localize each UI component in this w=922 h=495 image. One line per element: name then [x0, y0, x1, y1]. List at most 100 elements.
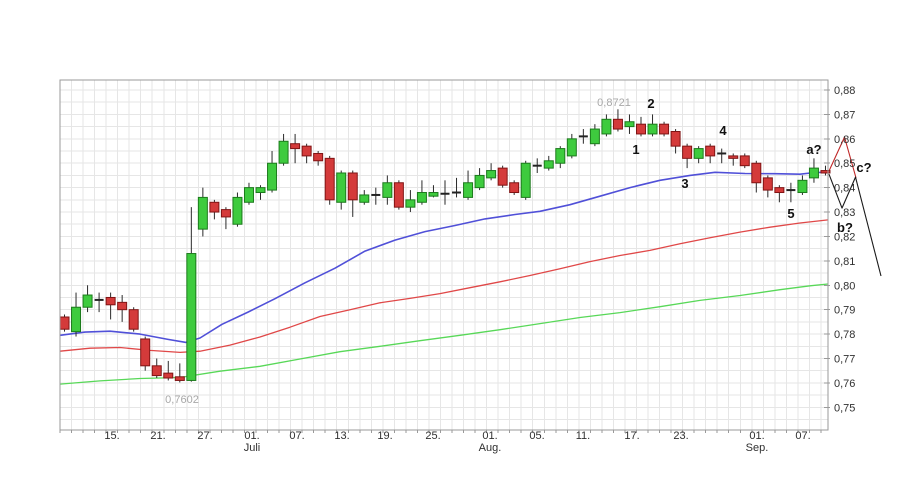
date-tick-label: 01.	[749, 430, 764, 442]
price-tick-label: 0,82	[834, 231, 855, 243]
candle	[797, 175, 808, 195]
candle	[474, 168, 485, 191]
wave-label-b: b?	[837, 220, 853, 235]
candle	[105, 292, 116, 320]
candle	[59, 314, 70, 332]
candle	[267, 151, 278, 193]
candle	[578, 129, 588, 144]
candlestick-series	[59, 109, 831, 383]
date-tick-label: 19.	[377, 430, 392, 442]
price-tick-label: 0,77	[834, 353, 855, 365]
candle	[324, 155, 335, 205]
candle	[140, 336, 151, 371]
date-tick-label: 17.	[624, 430, 639, 442]
month-label: Sep.	[746, 442, 769, 454]
candle	[717, 148, 727, 164]
candle	[428, 185, 439, 198]
price-tick-label: 0,83	[834, 207, 855, 219]
candle	[452, 177, 462, 198]
price-extreme-label: 0,7602	[165, 394, 199, 406]
price-tick-label: 0,87	[834, 109, 855, 121]
bearish-projection-line	[828, 174, 882, 277]
candle	[220, 207, 231, 230]
wave-labels: 1 2 3 4 5 a? b? c?	[632, 96, 871, 235]
candle	[186, 207, 197, 382]
month-label: Aug.	[479, 442, 502, 454]
candle	[278, 133, 289, 166]
candle	[728, 153, 739, 166]
candle	[197, 187, 208, 237]
candle	[601, 114, 612, 137]
candle	[232, 192, 243, 227]
candle	[128, 307, 139, 332]
candle	[532, 158, 542, 173]
candle	[566, 133, 577, 159]
candle	[555, 146, 566, 169]
date-tick-label: 01.	[482, 430, 497, 442]
candle	[209, 199, 220, 220]
price-tick-label: 0,88	[834, 85, 855, 97]
candle	[543, 155, 554, 171]
candle	[659, 121, 670, 137]
candle	[820, 165, 831, 176]
wave-label-3: 3	[681, 176, 688, 191]
price-extreme-label: 0,8721	[597, 97, 631, 109]
candle	[313, 151, 324, 166]
wave-label-5: 5	[787, 206, 794, 221]
date-tick-label: 21.	[150, 430, 165, 442]
ma-fast-blue-path	[59, 171, 829, 344]
candle	[405, 190, 416, 213]
candle	[347, 170, 358, 217]
date-tick-label: 07.	[289, 430, 304, 442]
bearish-projection-line-path	[828, 174, 882, 277]
wave-label-4: 4	[719, 123, 727, 138]
candle	[808, 158, 819, 183]
candle	[440, 180, 450, 205]
ma-fast-blue	[59, 171, 829, 344]
candle	[243, 182, 254, 205]
candle	[255, 185, 266, 200]
candle	[486, 163, 497, 181]
bullish-projection-line	[828, 136, 857, 179]
candle	[636, 116, 646, 137]
date-tick-label: 25.	[425, 430, 440, 442]
candle	[670, 129, 681, 154]
candle	[612, 109, 623, 132]
price-tick-label: 0,81	[834, 256, 855, 268]
price-tick-label: 0,79	[834, 305, 855, 317]
price-tick-label: 0,86	[834, 134, 855, 146]
date-tick-label: 27.	[197, 430, 212, 442]
price-tick-label: 0,76	[834, 378, 855, 390]
candle	[382, 175, 393, 205]
candle	[786, 182, 796, 203]
candle	[82, 285, 93, 313]
candle	[336, 170, 347, 210]
price-tick-label: 0,75	[834, 402, 855, 414]
price-grid	[60, 80, 828, 430]
wave-label-1: 1	[632, 142, 639, 157]
date-tick-label: 13.	[334, 430, 349, 442]
candle	[751, 160, 762, 193]
date-tick-label: 23.	[673, 430, 688, 442]
candle	[589, 124, 600, 147]
price-axis-labels: 0,88 0,87 0,86 0,85 0,84 0,83 0,82 0,81 0,80 0,79…	[834, 85, 855, 414]
date-tick-label: 11.	[576, 430, 590, 442]
candle	[682, 143, 693, 169]
candle	[117, 295, 128, 322]
price-tick-label: 0,78	[834, 329, 855, 341]
month-label: Juli	[244, 442, 261, 454]
price-tick-label: 0,84	[834, 183, 855, 195]
candle	[151, 358, 162, 379]
candle	[647, 114, 658, 137]
date-tick-label: 05.	[529, 430, 544, 442]
wave-label-2: 2	[647, 96, 654, 111]
candle	[71, 292, 82, 337]
candle	[301, 143, 312, 164]
wave-label-c: c?	[856, 160, 871, 175]
candle	[762, 175, 773, 198]
candle	[693, 146, 704, 164]
bullish-projection-line-path	[828, 136, 857, 179]
